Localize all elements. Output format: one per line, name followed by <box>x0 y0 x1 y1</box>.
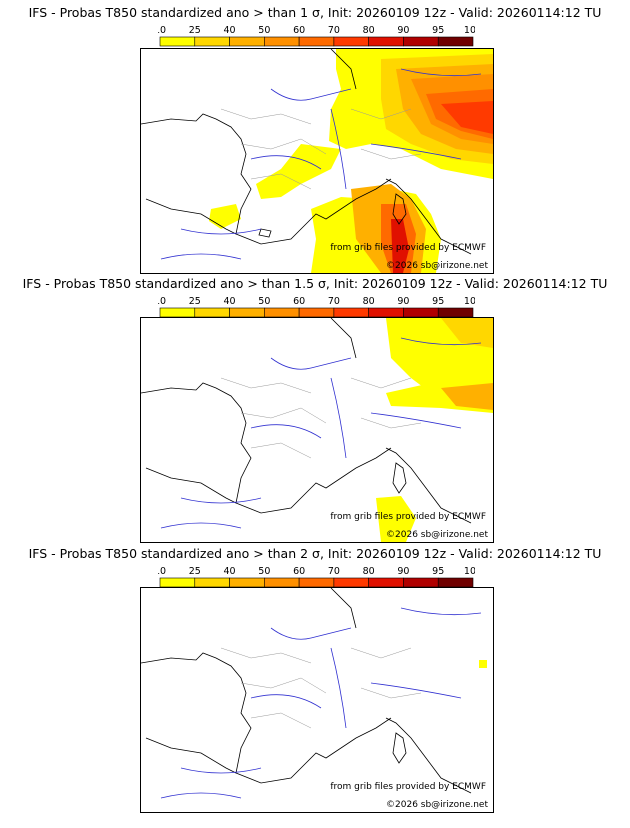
data-source-credit: from grib files provided by ECMWF <box>330 243 486 253</box>
map-panel-3: IFS - Probas T850 standardized ano > tha… <box>0 546 630 818</box>
legend-swatch <box>159 307 196 318</box>
legend-tick-label: 70 <box>328 566 340 577</box>
panel-title: IFS - Probas T850 standardized ano > tha… <box>28 546 602 561</box>
rivers <box>160 68 482 260</box>
legend-swatch <box>264 307 300 318</box>
borders <box>220 108 422 190</box>
legend-swatch <box>229 307 265 318</box>
colorbar-legend: 10 25 40 50 60 70 80 90 95 100 <box>158 566 475 588</box>
legend-tick-label: 40 <box>224 296 236 307</box>
map-frame: from grib files provided by ECMWF ©2026 … <box>140 587 494 813</box>
legend-swatch <box>368 307 404 318</box>
legend-tick-label: 80 <box>363 25 375 36</box>
rivers <box>160 607 482 799</box>
legend-swatch <box>403 307 439 318</box>
legend-swatch <box>229 36 265 47</box>
probability-shading <box>479 660 487 668</box>
legend-tick-label: 95 <box>432 25 444 36</box>
legend-swatch <box>437 307 474 318</box>
legend-swatch <box>159 36 196 47</box>
legend-swatch <box>298 36 335 47</box>
probability-shading <box>376 318 493 542</box>
map-frame: from grib files provided by ECMWF ©2026 … <box>140 48 494 274</box>
legend-swatch <box>403 577 439 588</box>
legend-tick-label: 50 <box>258 566 270 577</box>
map-canvas <box>141 318 493 542</box>
rivers <box>160 337 482 529</box>
panel-title: IFS - Probas T850 standardized ano > tha… <box>22 276 608 291</box>
legend-swatch <box>194 307 230 318</box>
legend-swatch <box>437 577 474 588</box>
legend-swatch <box>333 577 369 588</box>
map-panel-2: IFS - Probas T850 standardized ano > tha… <box>0 276 630 548</box>
legend-tick-label: 95 <box>432 566 444 577</box>
legend-tick-label: 10 <box>158 296 166 307</box>
legend-swatch <box>298 307 335 318</box>
legend-tick-label: 80 <box>363 566 375 577</box>
legend-swatch <box>437 36 474 47</box>
legend-tick-label: 90 <box>397 566 409 577</box>
legend-tick-label: 10 <box>158 25 166 36</box>
map-canvas <box>141 49 493 273</box>
legend-tick-label: 70 <box>328 296 340 307</box>
legend-tick-label: 60 <box>293 296 305 307</box>
borders <box>220 647 422 729</box>
probability-shading <box>209 49 493 273</box>
legend-tick-label: 25 <box>189 566 201 577</box>
data-source-credit: from grib files provided by ECMWF <box>330 512 486 522</box>
legend-tick-label: 70 <box>328 25 340 36</box>
legend-swatch <box>368 36 404 47</box>
legend-swatch <box>229 577 265 588</box>
legend-tick-label: 40 <box>224 566 236 577</box>
legend-tick-label: 80 <box>363 296 375 307</box>
legend-swatch <box>159 577 196 588</box>
legend-swatch <box>368 577 404 588</box>
coastlines <box>141 49 472 255</box>
legend-tick-label: 10 <box>158 566 166 577</box>
legend-tick-label: 100 <box>464 25 475 36</box>
legend-swatch <box>403 36 439 47</box>
legend-swatch <box>333 36 369 47</box>
borders <box>220 377 422 459</box>
map-panel-1: IFS - Probas T850 standardized ano > tha… <box>0 5 630 277</box>
legend-tick-label: 95 <box>432 296 444 307</box>
coastlines <box>141 588 472 794</box>
legend-tick-label: 25 <box>189 25 201 36</box>
map-frame: from grib files provided by ECMWF ©2026 … <box>140 317 494 543</box>
legend-tick-label: 60 <box>293 25 305 36</box>
copyright-credit: ©2026 sb@irizone.net <box>386 530 488 540</box>
colorbar-legend: 10 25 40 50 60 70 80 90 95 100 <box>158 25 475 47</box>
map-canvas <box>141 588 487 799</box>
legend-swatch <box>264 36 300 47</box>
legend-swatch <box>264 577 300 588</box>
panel-title: IFS - Probas T850 standardized ano > tha… <box>28 5 602 20</box>
copyright-credit: ©2026 sb@irizone.net <box>386 261 488 271</box>
legend-tick-label: 100 <box>464 296 475 307</box>
legend-tick-label: 90 <box>397 296 409 307</box>
legend-swatch <box>333 307 369 318</box>
legend-tick-label: 25 <box>189 296 201 307</box>
legend-tick-label: 60 <box>293 566 305 577</box>
legend-swatch <box>194 36 230 47</box>
coastlines <box>141 318 472 524</box>
data-source-credit: from grib files provided by ECMWF <box>330 782 486 792</box>
legend-tick-label: 50 <box>258 296 270 307</box>
legend-tick-label: 50 <box>258 25 270 36</box>
copyright-credit: ©2026 sb@irizone.net <box>386 800 488 810</box>
legend-tick-label: 90 <box>397 25 409 36</box>
legend-tick-label: 40 <box>224 25 236 36</box>
legend-swatch <box>194 577 230 588</box>
legend-swatch <box>298 577 335 588</box>
legend-tick-label: 100 <box>464 566 475 577</box>
